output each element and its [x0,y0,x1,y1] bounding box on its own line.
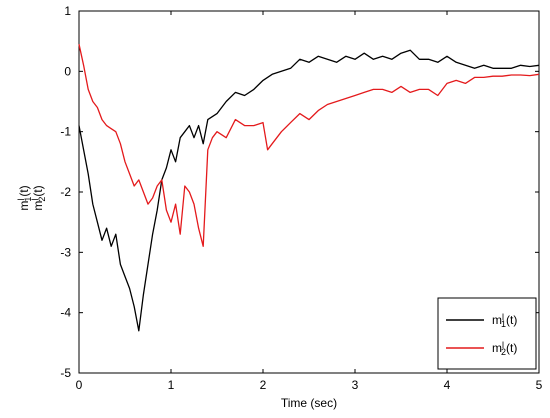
ticks-layer: 0 1 2 3 4 5 -5 -4 -3 -2 -1 0 1 [60,4,542,392]
y-axis-label-line2: ml2(t) [30,185,47,210]
series-line-2 [78,44,540,247]
x-tick-label: 3 [352,378,359,392]
x-tick-label: 2 [260,378,267,392]
legend-entry-series-2: ml 2(t) [492,340,517,357]
y-tick-label: -4 [60,306,71,320]
y-tick-label: -3 [60,245,71,259]
x-axis-label: Time (sec) [281,396,337,410]
x-tick-label: 0 [76,378,83,392]
y-tick-label: 0 [64,64,71,78]
x-tick-label: 1 [168,378,175,392]
y-axis-label: ml1(t) ml2(t) [16,185,47,210]
y-tick-label: 1 [64,4,71,18]
series-line-1 [78,49,540,332]
y-axis-label-line1: ml1(t) [16,185,33,210]
legend-entry-series-1: ml 1(t) [492,312,517,329]
x-tick-label: 4 [444,378,451,392]
y-tick-label: -5 [60,366,71,380]
y-tick-label: -2 [60,185,71,199]
y-tick-label: -1 [60,125,71,139]
legend-box [437,297,537,370]
legend: ml 1(t) ml 2(t) [437,297,537,370]
series-layer [78,44,540,332]
x-tick-label: 5 [536,378,543,392]
